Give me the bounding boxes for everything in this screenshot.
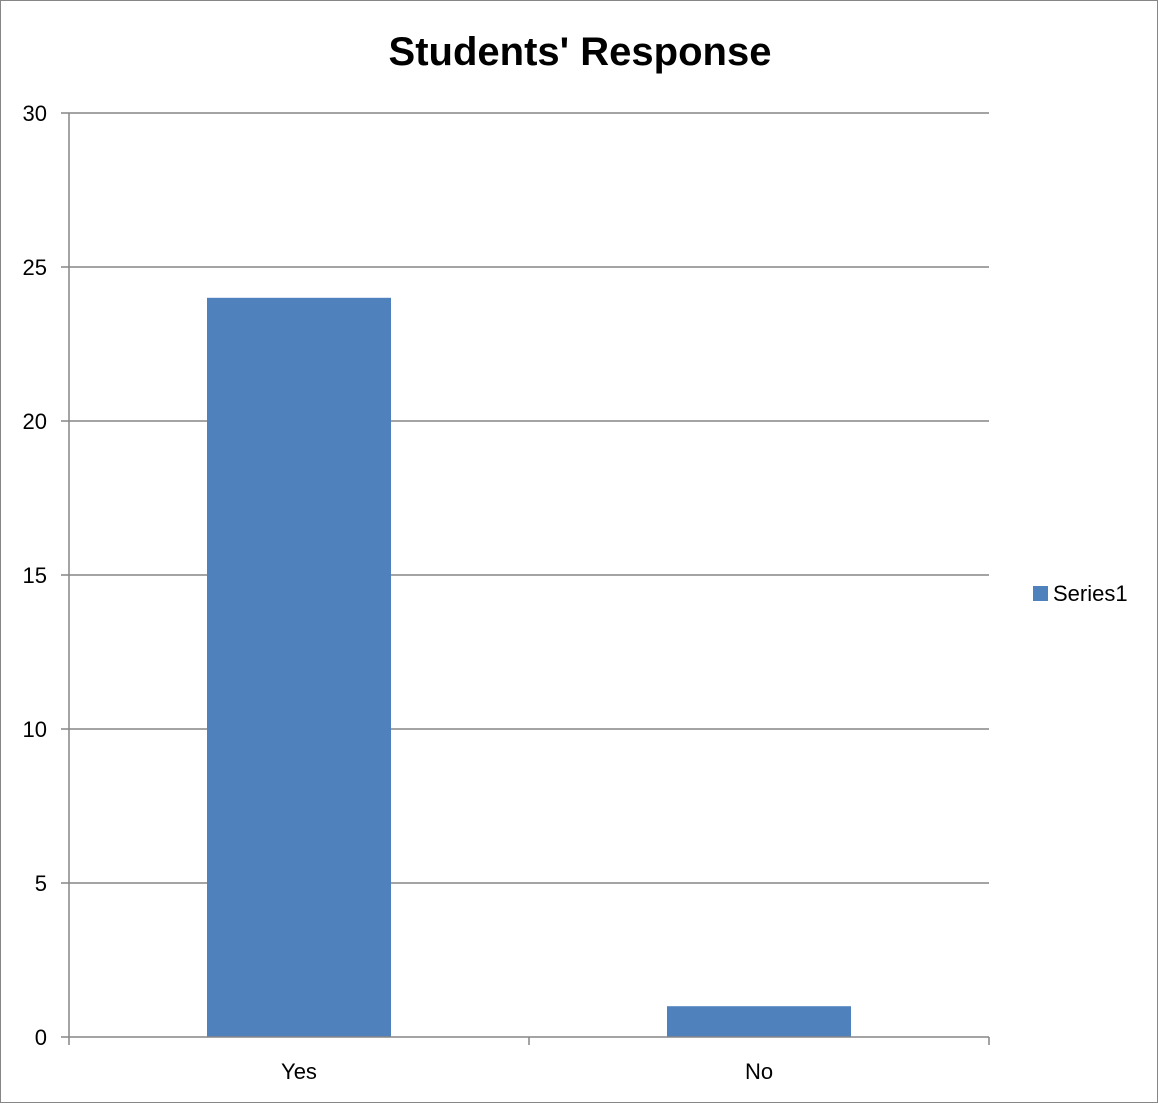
y-tick-label: 15 bbox=[23, 563, 47, 588]
legend: Series1 bbox=[1033, 581, 1128, 606]
x-tick-labels: Yes No bbox=[281, 1059, 773, 1084]
x-tick-label: No bbox=[745, 1059, 773, 1084]
y-tick-label: 20 bbox=[23, 409, 47, 434]
chart-title: Students' Response bbox=[389, 30, 772, 74]
y-tick-label: 5 bbox=[35, 871, 47, 896]
y-tick-label: 0 bbox=[35, 1025, 47, 1050]
axes bbox=[61, 112, 990, 1045]
y-tick-label: 10 bbox=[23, 717, 47, 742]
legend-swatch bbox=[1033, 586, 1048, 601]
bars bbox=[207, 297, 851, 1037]
x-tick-label: Yes bbox=[281, 1059, 317, 1084]
bar-no bbox=[667, 1006, 851, 1037]
y-tick-labels: 0 5 10 15 20 25 30 bbox=[23, 101, 47, 1050]
bar-yes bbox=[207, 297, 391, 1037]
y-tick-label: 30 bbox=[23, 101, 47, 126]
legend-label: Series1 bbox=[1053, 581, 1128, 606]
y-tick-label: 25 bbox=[23, 255, 47, 280]
